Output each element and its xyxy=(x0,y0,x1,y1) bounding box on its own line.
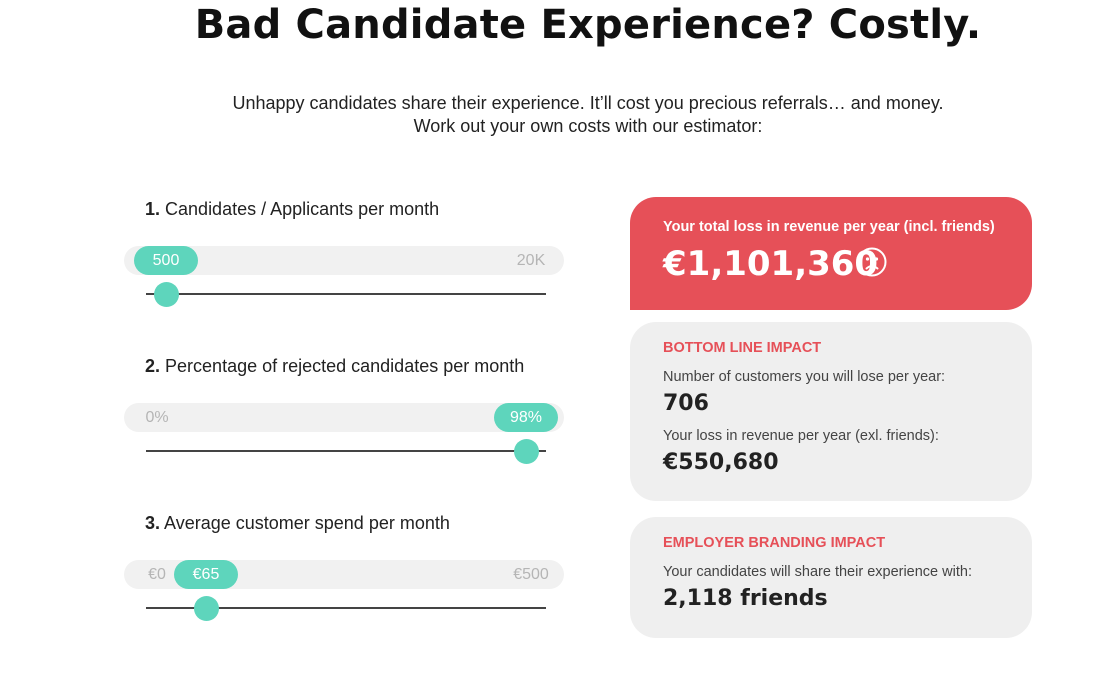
slider-label: 3. Average customer spend per month xyxy=(145,513,450,534)
employer-branding-impact-card: EMPLOYER BRANDING IMPACT Your candidates… xyxy=(630,517,1032,638)
slider-max-label: 20K xyxy=(516,252,546,269)
page-title: Bad Candidate Experience? Costly. xyxy=(194,2,982,48)
slider-min-label: €0 xyxy=(148,566,166,583)
bottom-line-heading: BOTTOM LINE IMPACT xyxy=(663,340,822,356)
slider-thumb[interactable] xyxy=(193,596,219,621)
share-experience-label: Your candidates will share their experie… xyxy=(663,564,972,580)
customers-lost-label: Number of customers you will lose per ye… xyxy=(663,369,946,385)
slider-label: 1. Candidates / Applicants per month xyxy=(145,199,439,220)
slider-value-badge: €65 xyxy=(174,560,238,589)
bottom-line-impact-card: BOTTOM LINE IMPACT Number of customers y… xyxy=(630,322,1032,501)
slider-value-badge: 98% xyxy=(494,403,558,432)
revenue-loss-label: Your loss in revenue per year (exl. frie… xyxy=(663,428,939,444)
sad-face-icon xyxy=(857,247,887,277)
slider-label-text: Percentage of rejected candidates per mo… xyxy=(165,356,525,376)
slider-thumb[interactable] xyxy=(513,439,539,464)
slider-number: 3. xyxy=(145,513,161,533)
slider-value-track: 20K 500 xyxy=(124,246,564,275)
revenue-loss-value: €550,680 xyxy=(663,450,779,475)
employer-branding-heading: EMPLOYER BRANDING IMPACT xyxy=(663,535,886,551)
slider-max-label: €500 xyxy=(513,566,549,583)
subtitle-line-2: Work out your own costs with our estimat… xyxy=(413,116,763,136)
slider-value-badge: 500 xyxy=(134,246,198,275)
slider-rail[interactable] xyxy=(146,293,546,295)
slider-rail[interactable] xyxy=(146,450,546,452)
slider-number: 2. xyxy=(145,356,161,376)
slider-value-track: 0% 98% xyxy=(124,403,564,432)
total-loss-label: Your total loss in revenue per year (inc… xyxy=(663,219,995,235)
slider-value-track: €0 €500 €65 xyxy=(124,560,564,589)
subtitle-line-1: Unhappy candidates share their experienc… xyxy=(232,93,944,113)
slider-label: 2. Percentage of rejected candidates per… xyxy=(145,356,524,377)
slider-label-text: Candidates / Applicants per month xyxy=(165,199,440,219)
slider-label-text: Average customer spend per month xyxy=(164,513,450,533)
slider-number: 1. xyxy=(145,199,161,219)
slider-rail[interactable] xyxy=(146,607,546,609)
total-loss-card: Your total loss in revenue per year (inc… xyxy=(630,197,1032,310)
slider-min-label: 0% xyxy=(145,409,169,426)
total-loss-amount: €1,101,360 xyxy=(663,244,879,284)
customers-lost-value: 706 xyxy=(663,391,709,416)
slider-thumb[interactable] xyxy=(153,282,179,307)
page-subtitle: Unhappy candidates share their experienc… xyxy=(0,92,1094,138)
share-experience-value: 2,118 friends xyxy=(663,586,828,611)
